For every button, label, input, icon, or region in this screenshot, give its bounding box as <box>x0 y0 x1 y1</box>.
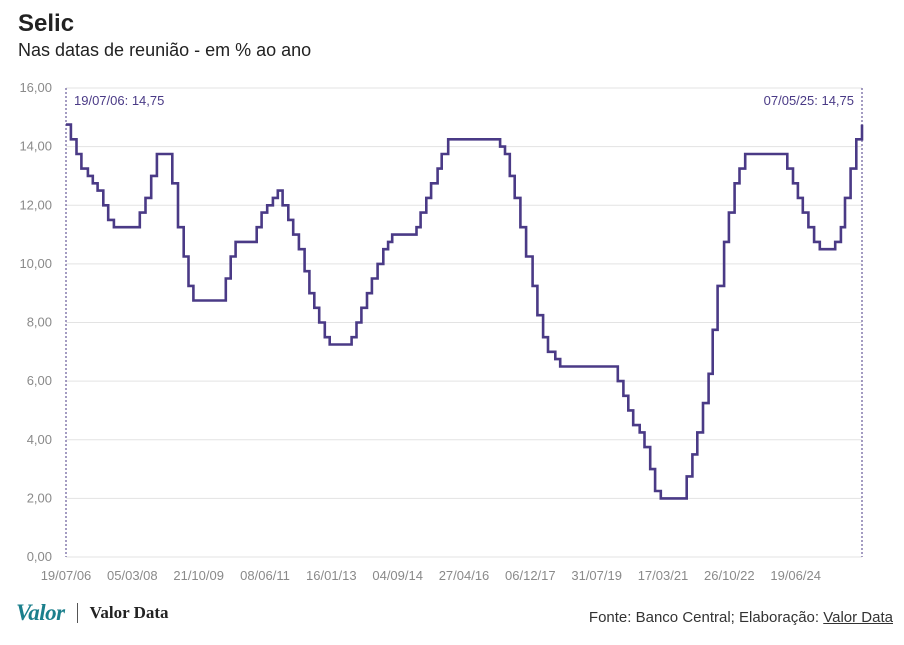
y-tick-label: 8,00 <box>27 315 52 330</box>
y-tick-label: 2,00 <box>27 490 52 505</box>
y-tick-label: 12,00 <box>19 197 52 212</box>
x-tick-label: 31/07/19 <box>571 568 622 583</box>
source-link[interactable]: Valor Data <box>823 609 893 626</box>
y-tick-label: 10,00 <box>19 256 52 271</box>
x-tick-label: 17/03/21 <box>638 568 689 583</box>
valor-logo: Valor <box>16 600 65 625</box>
brand-logos: Valor Valor Data <box>16 600 169 626</box>
x-tick-label: 04/09/14 <box>372 568 423 583</box>
y-tick-label: 0,00 <box>27 549 52 564</box>
x-tick-label: 26/10/22 <box>704 568 755 583</box>
y-tick-label: 4,00 <box>27 432 52 447</box>
y-tick-label: 14,00 <box>19 139 52 154</box>
source-note: Fonte: Banco Central; Elaboração: Valor … <box>589 609 893 626</box>
source-text: Fonte: Banco Central; Elaboração: <box>588 609 824 626</box>
x-tick-label: 21/10/09 <box>173 568 224 583</box>
x-tick-label: 27/04/16 <box>439 568 490 583</box>
x-tick-label: 05/03/08 <box>107 568 158 583</box>
x-tick-label: 06/12/17 <box>505 568 556 583</box>
chart-title: Selic <box>18 10 75 37</box>
y-tick-label: 16,00 <box>19 80 52 95</box>
y-tick-label: 6,00 <box>27 373 52 388</box>
x-tick-label: 16/01/13 <box>306 568 357 583</box>
selic-series-line <box>66 123 864 500</box>
chart-subtitle: Nas datas de reunião - em % ao ano <box>18 40 312 60</box>
x-tick-label: 08/06/11 <box>240 568 290 583</box>
x-tick-label: 19/07/06 <box>41 568 92 583</box>
annotation-label: 07/05/25: 14,75 <box>764 93 854 108</box>
annotation-label: 19/07/06: 14,75 <box>74 93 164 108</box>
x-tick-label: 19/06/24 <box>770 568 821 583</box>
valor-data-logo: Valor Data <box>89 603 169 622</box>
logo-divider <box>76 603 78 623</box>
